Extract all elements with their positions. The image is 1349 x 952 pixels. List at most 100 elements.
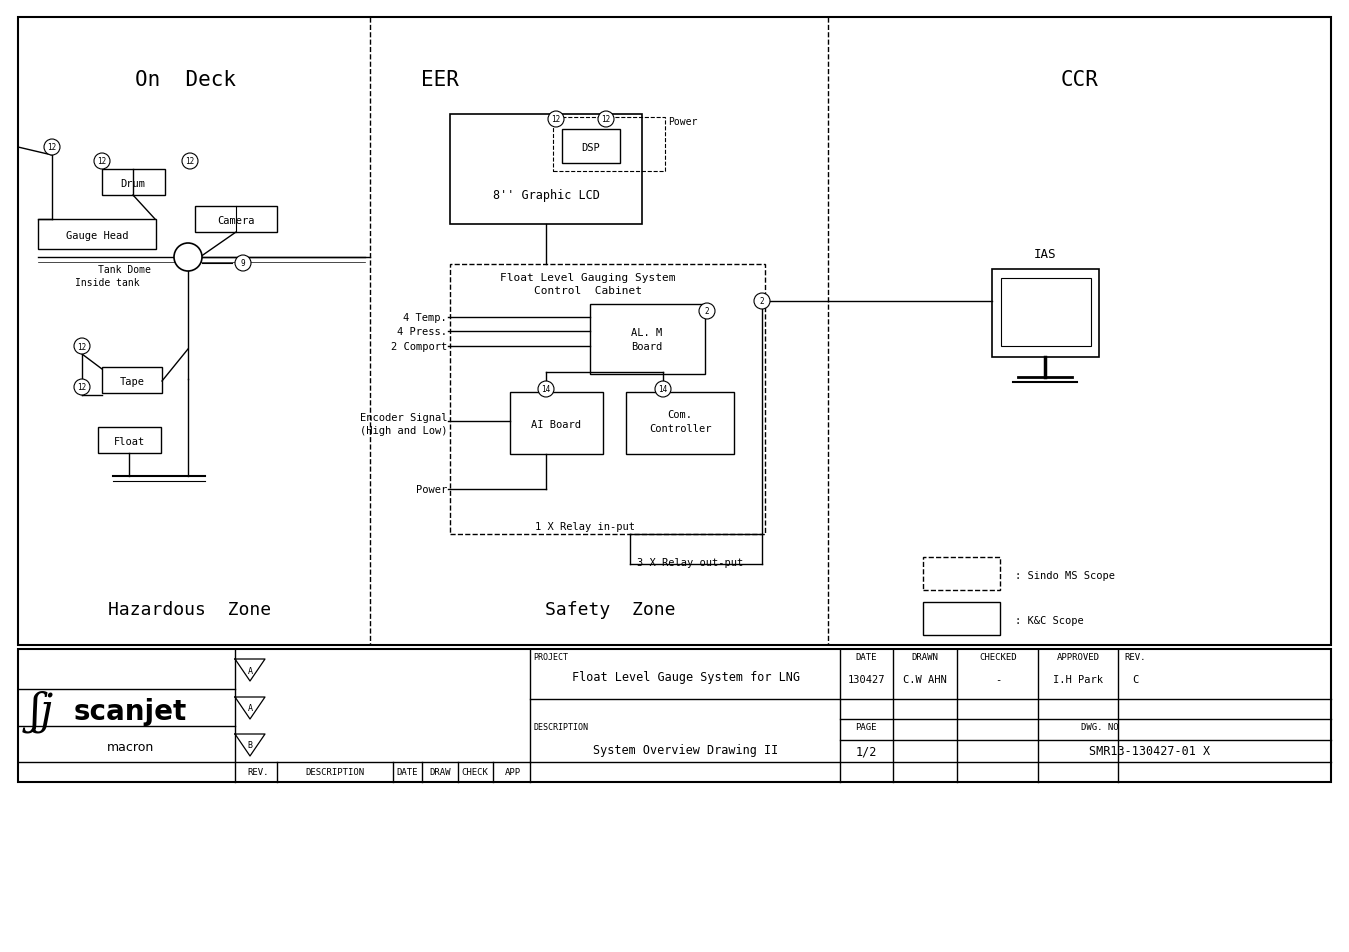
Text: 12: 12 (185, 157, 194, 167)
Text: DRAWN: DRAWN (912, 653, 939, 662)
Bar (626, 392, 734, 454)
Text: Power: Power (668, 117, 697, 127)
Bar (923, 603, 1000, 635)
Text: Com.: Com. (668, 409, 692, 420)
Bar (1001, 279, 1091, 347)
Text: Inside tank: Inside tank (76, 278, 140, 288)
Text: DESCRIPTION: DESCRIPTION (533, 723, 588, 732)
Text: CHECK: CHECK (461, 767, 488, 777)
Bar (563, 129, 621, 164)
Bar (103, 367, 162, 393)
Text: APPROVED: APPROVED (1056, 653, 1099, 662)
Text: Drum: Drum (120, 179, 146, 188)
Text: CHECKED: CHECKED (979, 653, 1017, 662)
Circle shape (699, 304, 715, 320)
Bar (18, 649, 1331, 783)
Text: REV.: REV. (1124, 653, 1145, 662)
Text: REV.: REV. (247, 767, 268, 777)
Circle shape (754, 293, 770, 309)
Text: 2: 2 (759, 297, 765, 307)
Text: Tank Dome: Tank Dome (98, 265, 151, 275)
Text: DESCRIPTION: DESCRIPTION (305, 767, 364, 777)
Text: Safety  Zone: Safety Zone (545, 601, 676, 619)
Text: Control  Cabinet: Control Cabinet (534, 286, 642, 296)
Text: 2: 2 (704, 307, 710, 316)
Text: Encoder Signal: Encoder Signal (359, 412, 447, 423)
Circle shape (538, 382, 554, 398)
Text: macron: macron (107, 741, 154, 754)
Bar (553, 118, 665, 171)
Text: 130427: 130427 (847, 674, 885, 684)
Bar (510, 392, 603, 454)
Text: SMR13-130427-01 X: SMR13-130427-01 X (1090, 744, 1210, 758)
Bar (38, 220, 156, 249)
Text: 3 X Relay out-put: 3 X Relay out-put (637, 558, 743, 567)
Text: ʃj: ʃj (30, 690, 54, 732)
Text: B: B (247, 741, 252, 750)
Text: scanjet: scanjet (73, 697, 186, 725)
Text: 8'' Graphic LCD: 8'' Graphic LCD (492, 188, 599, 201)
Text: 12: 12 (77, 342, 86, 351)
Text: I.H Park: I.H Park (1054, 674, 1103, 684)
Text: (High and Low): (High and Low) (359, 426, 447, 436)
Text: Controller: Controller (649, 424, 711, 433)
Text: AI Board: AI Board (532, 420, 581, 429)
Text: 1/2: 1/2 (855, 744, 877, 758)
Text: 12: 12 (602, 115, 611, 125)
Bar (451, 115, 642, 225)
Text: Gauge Head: Gauge Head (66, 230, 128, 241)
Text: 12: 12 (97, 157, 107, 167)
Text: : Sindo MS Scope: : Sindo MS Scope (1014, 570, 1116, 581)
Bar (103, 169, 165, 196)
Text: 1 X Relay in-put: 1 X Relay in-put (536, 522, 635, 531)
Text: -: - (994, 674, 1001, 684)
Circle shape (656, 382, 670, 398)
Text: AL. M: AL. M (631, 327, 662, 338)
Text: APP: APP (505, 767, 521, 777)
Text: C: C (1132, 674, 1139, 684)
Text: 2 Comport: 2 Comport (391, 342, 447, 351)
Circle shape (45, 140, 59, 156)
Text: Float: Float (113, 437, 144, 446)
Text: System Overview Drawing II: System Overview Drawing II (594, 744, 778, 757)
Bar (196, 207, 277, 232)
Text: 14: 14 (658, 386, 668, 394)
Circle shape (548, 112, 564, 128)
Text: 12: 12 (47, 144, 57, 152)
Bar (451, 265, 765, 534)
Bar (18, 18, 1331, 645)
Text: IAS: IAS (1033, 248, 1056, 261)
Text: C.W AHN: C.W AHN (902, 674, 947, 684)
Text: A: A (247, 704, 252, 713)
Bar (98, 427, 161, 453)
Circle shape (235, 256, 251, 271)
Bar (590, 305, 706, 374)
Text: : K&C Scope: : K&C Scope (1014, 615, 1083, 625)
Text: 12: 12 (77, 383, 86, 392)
Text: Hazardous  Zone: Hazardous Zone (108, 601, 271, 619)
Text: PAGE: PAGE (855, 723, 877, 732)
Circle shape (74, 380, 90, 396)
Text: A: A (247, 665, 252, 675)
Text: EER: EER (421, 69, 459, 89)
Bar (923, 558, 1000, 590)
Text: CCR: CCR (1062, 69, 1099, 89)
Circle shape (174, 244, 202, 271)
Text: Tape: Tape (120, 377, 144, 387)
Text: DATE: DATE (855, 653, 877, 662)
Text: 12: 12 (552, 115, 561, 125)
Text: PROJECT: PROJECT (533, 653, 568, 662)
Text: 4 Press.: 4 Press. (397, 327, 447, 337)
Circle shape (74, 339, 90, 355)
Text: 14: 14 (541, 386, 550, 394)
Circle shape (94, 154, 111, 169)
Text: Board: Board (631, 342, 662, 351)
Text: DRAW: DRAW (429, 767, 451, 777)
Text: Power: Power (415, 485, 447, 494)
Bar (992, 269, 1099, 358)
Text: Camera: Camera (217, 216, 255, 226)
Text: DWG. NO: DWG. NO (1081, 723, 1118, 732)
Circle shape (182, 154, 198, 169)
Text: On  Deck: On Deck (135, 69, 236, 89)
Circle shape (598, 112, 614, 128)
